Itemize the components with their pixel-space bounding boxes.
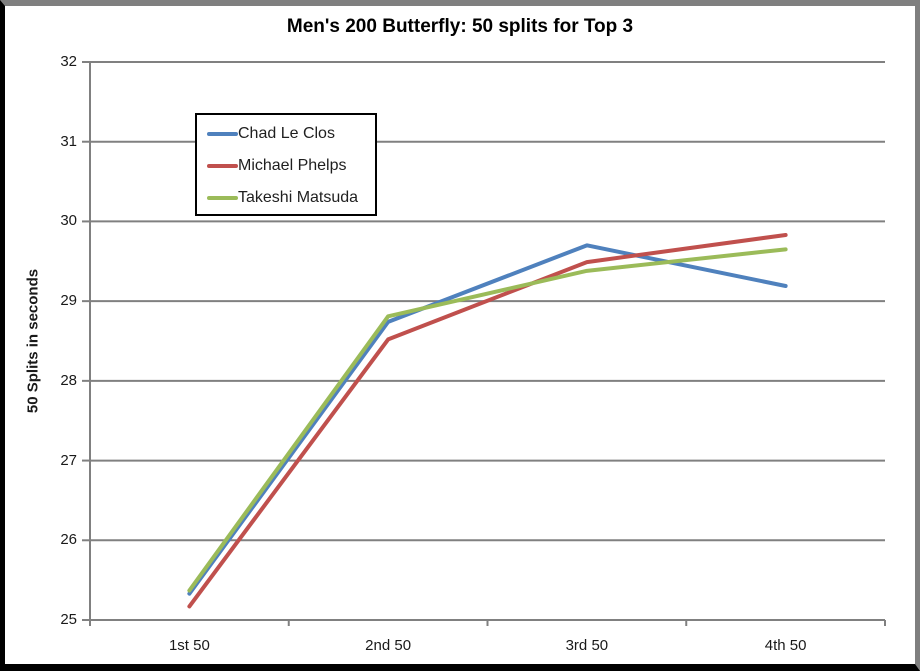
y-axis-tick-label: 28 bbox=[60, 371, 77, 389]
chart-title: Men's 200 Butterfly: 50 splits for Top 3 bbox=[286, 16, 634, 37]
y-axis-tick-label: 31 bbox=[60, 132, 77, 150]
legend: Chad Le Clos Michael Phelps Takeshi Mats… bbox=[195, 113, 377, 216]
legend-label: Michael Phelps bbox=[238, 157, 347, 174]
series-color-swatch bbox=[207, 132, 238, 136]
y-axis-tick-label: 30 bbox=[60, 212, 77, 230]
y-axis-tick-label: 32 bbox=[60, 53, 77, 70]
series-line-michael-phelps bbox=[187, 232, 788, 609]
legend-label: Takeshi Matsuda bbox=[238, 189, 359, 206]
x-axis-tick-label: 3rd 50 bbox=[565, 637, 609, 654]
x-axis-tick-label: 4th 50 bbox=[764, 637, 807, 654]
series-color-swatch bbox=[207, 164, 238, 168]
y-axis-tick-label: 29 bbox=[60, 292, 77, 310]
legend-item: Michael Phelps bbox=[207, 157, 375, 175]
legend-item: Takeshi Matsuda bbox=[207, 189, 375, 207]
legend-label: Chad Le Clos bbox=[238, 125, 335, 142]
series-color-swatch bbox=[207, 196, 238, 200]
x-axis-tick-label: 2nd 50 bbox=[365, 637, 412, 654]
legend-item: Chad Le Clos bbox=[207, 125, 375, 143]
plot-area bbox=[82, 61, 886, 626]
series-line-takeshi-matsuda bbox=[187, 247, 788, 593]
x-axis-tick-label: 1st 50 bbox=[168, 637, 210, 654]
y-axis-tick-label: 27 bbox=[60, 451, 77, 469]
y-axis-tick-label: 26 bbox=[60, 531, 77, 549]
series-line-chad-le-clos bbox=[187, 243, 788, 596]
y-axis-tick-label: 25 bbox=[60, 611, 77, 628]
